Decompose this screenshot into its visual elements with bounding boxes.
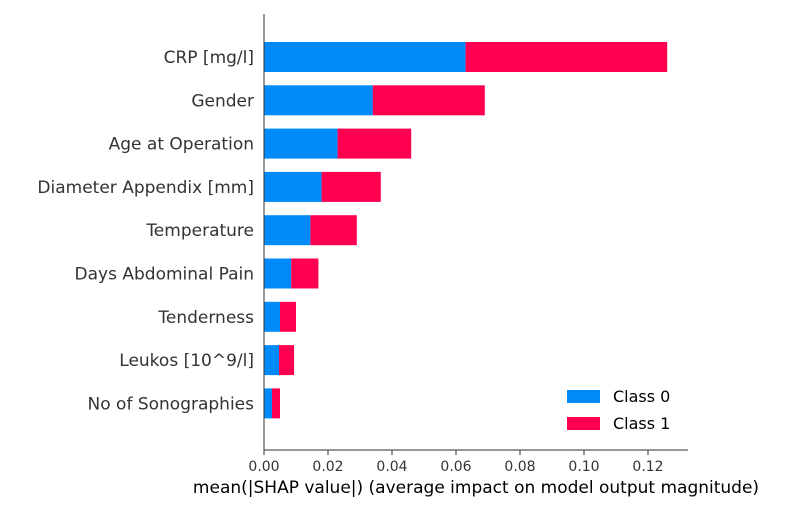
legend: Class 0 Class 1 — [567, 387, 670, 433]
category-labels: CRP [mg/l] Gender Age at Operation Diameter… — [37, 48, 254, 414]
category-label: Gender — [191, 91, 254, 111]
bar-class0-8 — [264, 388, 272, 419]
bar-class0-2 — [264, 128, 338, 159]
legend-swatch-class0 — [567, 390, 600, 403]
bar-class0-4 — [264, 215, 311, 246]
bar-class0-3 — [264, 171, 322, 202]
x-tick-label: 0.12 — [632, 459, 663, 475]
bar-class1-0 — [465, 42, 668, 72]
category-label: No of Sonographies — [88, 394, 255, 414]
category-label: Leukos [10^9/l] — [119, 351, 254, 371]
bar-class0-7 — [264, 345, 280, 376]
bar-class0-5 — [264, 258, 292, 289]
category-label: Tenderness — [157, 308, 254, 328]
bar-class1-5 — [291, 258, 319, 289]
x-axis-title: mean(|SHAP value|) (average impact on mo… — [193, 478, 759, 498]
legend-label-class0: Class 0 — [613, 387, 670, 406]
category-label: Diameter Appendix [mm] — [37, 178, 254, 198]
category-label: Age at Operation — [109, 135, 254, 155]
x-tick-label: 0.06 — [440, 459, 471, 475]
category-label: CRP [mg/l] — [164, 48, 254, 68]
x-tick-label: 0.10 — [568, 459, 599, 475]
legend-label-class1: Class 1 — [613, 414, 670, 433]
bar-class0-1 — [264, 85, 373, 116]
bar-class1-8 — [272, 388, 280, 419]
bars-layer — [264, 42, 668, 419]
bar-class1-4 — [310, 215, 357, 246]
bar-class0-6 — [264, 301, 280, 332]
bar-class1-2 — [337, 128, 412, 159]
x-tick-label: 0.04 — [376, 459, 407, 475]
bar-class1-6 — [280, 301, 296, 332]
category-label: Temperature — [145, 221, 254, 241]
bar-class1-7 — [279, 345, 295, 376]
category-label: Days Abdominal Pain — [75, 265, 254, 285]
bar-class1-3 — [321, 171, 381, 202]
x-axis-ticks: 0.00 0.02 0.04 0.06 0.08 0.10 0.12 — [248, 450, 664, 475]
bar-class1-1 — [372, 85, 485, 116]
x-tick-label: 0.02 — [312, 459, 343, 475]
legend-swatch-class1 — [567, 417, 600, 430]
bar-class0-0 — [264, 42, 466, 72]
x-tick-label: 0.00 — [248, 459, 279, 475]
x-tick-label: 0.08 — [504, 459, 535, 475]
